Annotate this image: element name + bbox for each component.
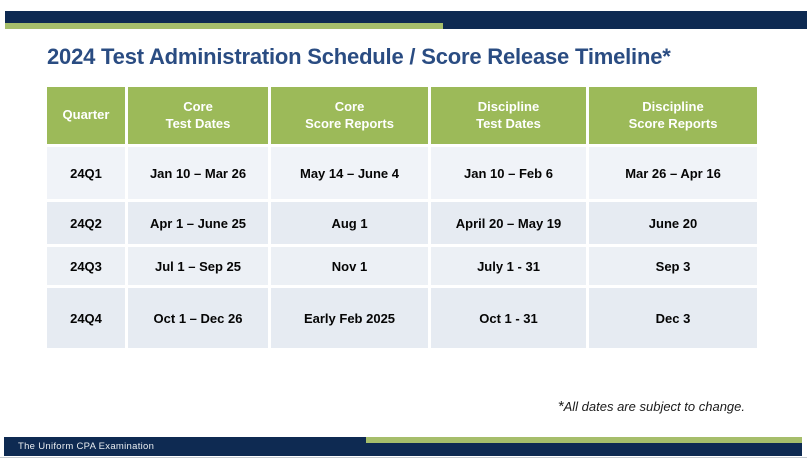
cell-core-score-reports: Nov 1 (271, 247, 428, 285)
col-header-line2: Test Dates (165, 115, 231, 131)
col-header-core-test-dates: Core Test Dates (128, 87, 268, 144)
cell-core-score-reports: Aug 1 (271, 202, 428, 244)
col-header-line1: Discipline (642, 98, 704, 114)
schedule-table: Quarter Core Test Dates Core Score Repor… (47, 87, 757, 348)
top-navy-stripe-right (443, 23, 807, 29)
col-header-discipline-score-reports: Discipline Score Reports (589, 87, 757, 144)
cell-core-score-reports: May 14 – June 4 (271, 147, 428, 199)
cell-core-score-reports: Early Feb 2025 (271, 288, 428, 348)
col-header-discipline-test-dates: Discipline Test Dates (431, 87, 586, 144)
top-green-stripe (5, 23, 443, 29)
col-header-line2: Test Dates (476, 115, 541, 131)
col-header-line1: Discipline (477, 98, 540, 114)
cell-quarter: 24Q1 (47, 147, 125, 199)
col-header-line2: Score Reports (305, 115, 394, 131)
cell-discipline-test-dates: April 20 – May 19 (431, 202, 586, 244)
cell-discipline-test-dates: Oct 1 - 31 (431, 288, 586, 348)
cell-core-test-dates: Apr 1 – June 25 (128, 202, 268, 244)
bottom-navy-bar-right (366, 443, 802, 456)
col-header-core-score-reports: Core Score Reports (271, 87, 428, 144)
bottom-green-stripe (366, 437, 802, 443)
cell-discipline-test-dates: Jan 10 – Feb 6 (431, 147, 586, 199)
col-header-line2: Score Reports (628, 115, 718, 131)
cell-core-test-dates: Oct 1 – Dec 26 (128, 288, 268, 348)
slide-title: 2024 Test Administration Schedule / Scor… (47, 44, 671, 69)
top-navy-bar (5, 11, 807, 23)
col-header-quarter: Quarter (47, 87, 125, 144)
footnote-text: All dates are subject to change. (563, 399, 745, 414)
col-header-label: Quarter (62, 107, 110, 123)
cell-discipline-score-reports: Dec 3 (589, 288, 757, 348)
cell-discipline-score-reports: June 20 (589, 202, 757, 244)
bottom-navy-bar-left (4, 437, 366, 456)
footnote: *All dates are subject to change. (558, 398, 745, 415)
footnote-asterisk: * (557, 398, 564, 415)
slide-bottom-edge-line (0, 457, 807, 458)
cell-discipline-score-reports: Mar 26 – Apr 16 (589, 147, 757, 199)
footer-brand-text: The Uniform CPA Examination (18, 441, 155, 452)
cell-quarter: 24Q3 (47, 247, 125, 285)
col-header-line1: Core (183, 98, 213, 114)
cell-core-test-dates: Jul 1 – Sep 25 (128, 247, 268, 285)
cell-discipline-score-reports: Sep 3 (589, 247, 757, 285)
cell-quarter: 24Q4 (47, 288, 125, 348)
col-header-line1: Core (334, 98, 365, 114)
cell-discipline-test-dates: July 1 - 31 (431, 247, 586, 285)
cell-core-test-dates: Jan 10 – Mar 26 (128, 147, 268, 199)
cell-quarter: 24Q2 (47, 202, 125, 244)
